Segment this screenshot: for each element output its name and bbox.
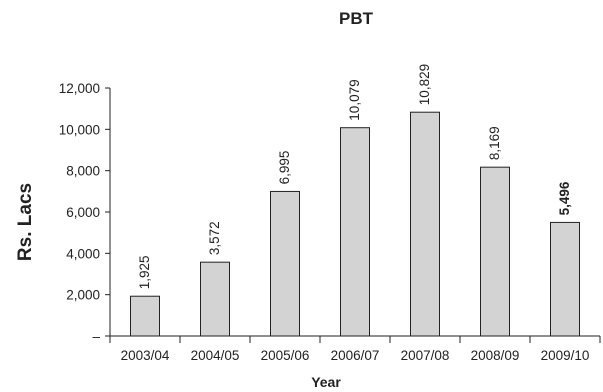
bar xyxy=(200,261,230,337)
bar xyxy=(340,127,370,337)
bar xyxy=(410,111,440,337)
bar-value-label: 10,829 xyxy=(417,64,432,105)
y-tick-label: 6,000 xyxy=(66,205,100,220)
x-tick-label: 2006/07 xyxy=(331,348,380,363)
x-tick-label: 2009/10 xyxy=(541,348,590,363)
y-axis: – 2,000 4,000 6,000 8,000 10,000 12,000 xyxy=(59,81,111,344)
bar-value-label: 6,995 xyxy=(277,151,292,185)
bar xyxy=(480,166,510,337)
x-tick-label: 2008/09 xyxy=(471,348,520,363)
y-tick-label: 4,000 xyxy=(66,246,100,261)
chart-title: PBT xyxy=(339,9,374,28)
x-axis: 2003/04 2004/05 2005/06 2006/07 2007/08 2008/… xyxy=(109,335,601,363)
y-tick-label: 10,000 xyxy=(59,122,100,137)
bar-value-label: 8,169 xyxy=(487,126,502,160)
x-axis-label: Year xyxy=(311,374,341,390)
x-tick-label: 2005/06 xyxy=(261,348,310,363)
y-tick-label: 8,000 xyxy=(66,164,100,179)
bar xyxy=(270,190,300,337)
bar xyxy=(550,221,580,337)
x-tick-label: 2007/08 xyxy=(401,348,450,363)
bar-value-label: 5,496 xyxy=(557,181,572,215)
x-tick-label: 2004/05 xyxy=(191,348,240,363)
x-tick-label: 2003/04 xyxy=(121,348,170,363)
bar-value-label: 10,079 xyxy=(347,79,362,120)
bar-series: 1,925 3,572 6,995 10,079 10,829 8,169 5,496 xyxy=(130,64,580,337)
y-tick-label: 12,000 xyxy=(59,81,100,96)
y-tick-label: – xyxy=(92,329,100,344)
bar-value-label: 3,572 xyxy=(207,221,222,255)
bar-value-label: 1,925 xyxy=(137,255,152,289)
y-axis-label: Rs. Lacs xyxy=(15,183,36,261)
bar xyxy=(130,295,160,337)
y-tick-label: 2,000 xyxy=(66,288,100,303)
